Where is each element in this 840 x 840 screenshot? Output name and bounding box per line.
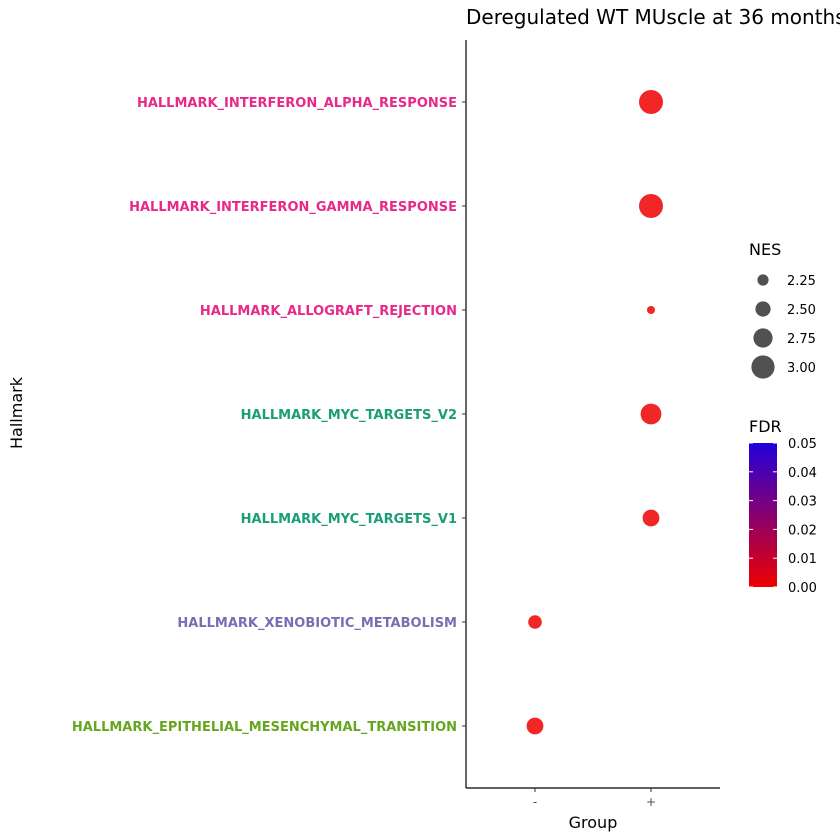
y-tick-label: HALLMARK_MYC_TARGETS_V2	[241, 408, 457, 423]
x-tick-label: +	[646, 795, 656, 809]
y-axis-title: Hallmark	[7, 376, 26, 449]
x-tick-label: -	[533, 795, 537, 809]
size-legend-dot	[751, 355, 775, 379]
y-tick-label: HALLMARK_MYC_TARGETS_V1	[241, 512, 457, 527]
y-tick-labels: HALLMARK_INTERFERON_ALPHA_RESPONSE HALLMA…	[72, 96, 466, 735]
size-legend-label: 2.75	[787, 332, 816, 347]
data-point	[640, 403, 662, 425]
data-point	[639, 194, 663, 218]
size-legend-dot	[753, 328, 773, 348]
y-tick-label: HALLMARK_INTERFERON_GAMMA_RESPONSE	[129, 200, 457, 215]
data-point	[647, 306, 655, 314]
color-legend-title: FDR	[749, 417, 782, 436]
y-tick-label: HALLMARK_EPITHELIAL_MESENCHYMAL_TRANSITI…	[72, 720, 457, 735]
size-legend-dot	[757, 274, 769, 286]
size-legend-label: 2.25	[787, 274, 816, 289]
size-legend-title: NES	[749, 240, 781, 259]
y-tick-label: HALLMARK_INTERFERON_ALPHA_RESPONSE	[137, 96, 457, 111]
data-point	[528, 615, 542, 629]
size-legend-label: 3.00	[787, 361, 816, 376]
color-legend-label: 0.05	[788, 437, 817, 452]
color-legend-label: 0.04	[788, 466, 817, 481]
x-axis-title: Group	[569, 813, 618, 832]
x-tick-labels: - +	[533, 788, 656, 809]
data-point	[639, 90, 663, 114]
color-legend: 0.05 0.04 0.03 0.02 0.01 0.00	[749, 437, 817, 596]
chart-title: Deregulated WT MUscle at 36 months	[466, 5, 840, 29]
y-tick-label: HALLMARK_XENOBIOTIC_METABOLISM	[177, 616, 457, 631]
size-legend: 2.25 2.50 2.75 3.00	[751, 274, 816, 379]
color-legend-label: 0.00	[788, 581, 817, 596]
color-legend-label: 0.02	[788, 523, 817, 538]
data-point	[526, 717, 544, 735]
data-point	[642, 509, 660, 527]
data-points	[526, 90, 663, 735]
color-legend-label: 0.01	[788, 552, 817, 567]
color-legend-bar	[749, 443, 777, 587]
color-legend-label: 0.03	[788, 495, 817, 510]
y-tick-label: HALLMARK_ALLOGRAFT_REJECTION	[200, 304, 457, 319]
size-legend-dot	[755, 301, 771, 317]
size-legend-label: 2.50	[787, 303, 816, 318]
